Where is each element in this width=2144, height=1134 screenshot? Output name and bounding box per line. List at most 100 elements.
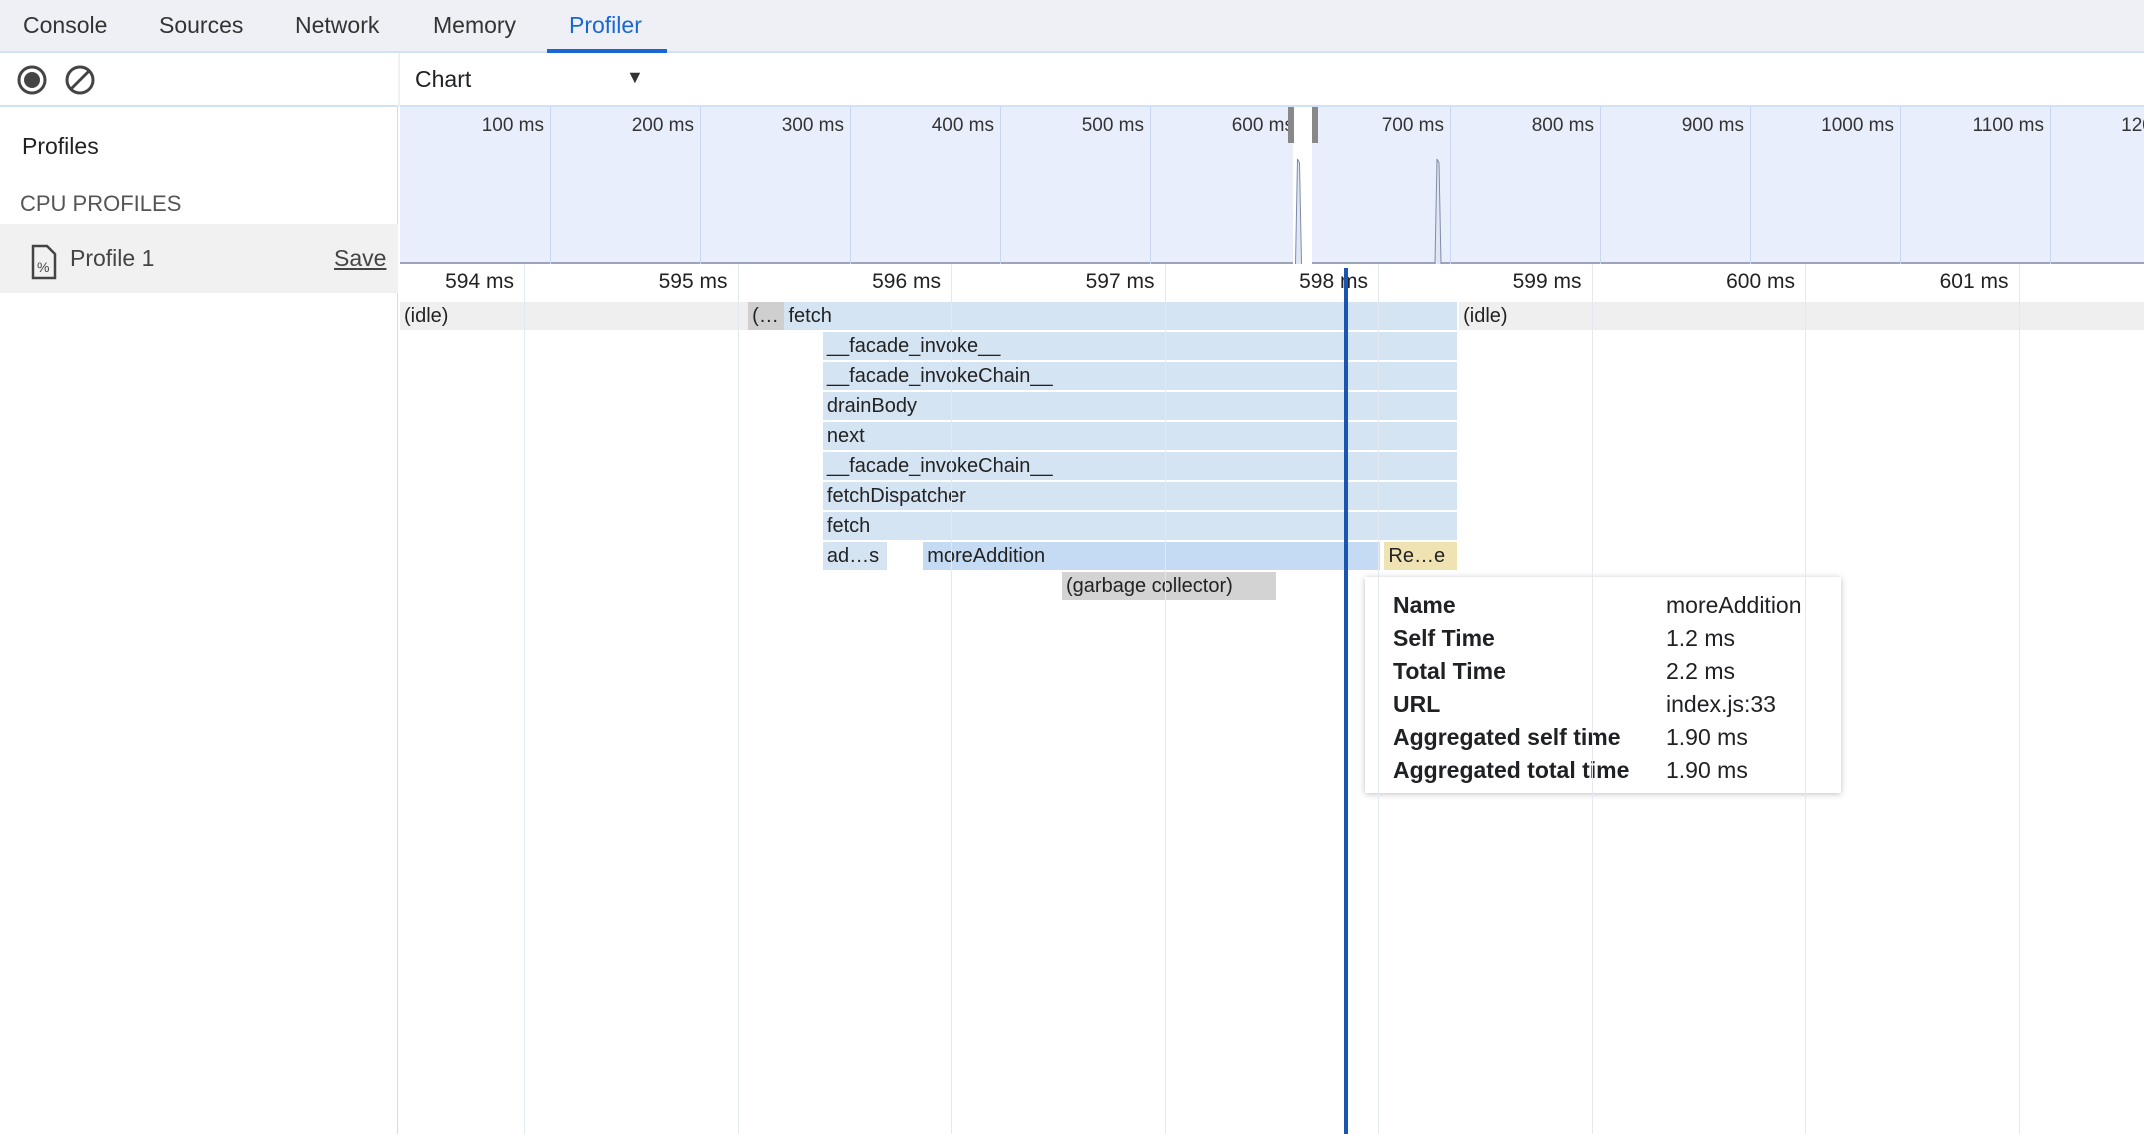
tooltip-row: Aggregated total time 1.90 ms	[1393, 754, 1802, 787]
flame-bar[interactable]: fetch	[784, 302, 1457, 330]
flame-gridline	[951, 264, 952, 1134]
flame-gridline	[1591, 264, 1593, 1134]
flame-bar[interactable]: drainBody	[822, 392, 1457, 420]
devtools-tab-bar: Console Sources Network Memory Profiler	[0, 0, 2144, 53]
tab-sources[interactable]: Sources	[159, 12, 244, 38]
tooltip-value: 1.90 ms	[1666, 757, 1748, 783]
cpu-profile-file-icon: %	[31, 244, 57, 280]
cursor-line	[1343, 268, 1348, 1134]
tooltip-row: URL index.js:33	[1393, 688, 1802, 721]
flame-gridline	[1164, 264, 1166, 1134]
tooltip-key: Name	[1393, 592, 1456, 618]
flame-tick-label: 599 ms	[1512, 270, 1582, 293]
flame-tick-label: 600 ms	[1726, 270, 1795, 293]
tooltip-value: moreAddition	[1666, 592, 1802, 618]
tooltip-value: index.js:33	[1666, 691, 1776, 717]
overview-tick-label: 1000 ms	[1821, 115, 1894, 136]
svg-text:%: %	[37, 259, 49, 275]
overview-gridline	[2050, 107, 2051, 264]
overview-gridline	[550, 107, 551, 264]
view-select-value: Chart	[415, 66, 472, 92]
flame-bar[interactable]: Re…e	[1384, 542, 1457, 570]
flame-tick-label: 594 ms	[445, 270, 514, 293]
flame-bar[interactable]: (garbage collector)	[1062, 572, 1276, 600]
flame-bar[interactable]: moreAddition	[923, 542, 1381, 570]
overview-tick-label: 200 ms	[631, 115, 694, 136]
tooltip-key: URL	[1393, 691, 1441, 717]
tab-profiler[interactable]: Profiler	[569, 12, 642, 38]
overview-gridline	[1450, 107, 1451, 264]
tab-memory[interactable]: Memory	[433, 12, 517, 38]
tooltip-row: Aggregated self time 1.90 ms	[1393, 721, 1802, 754]
overview-gridline	[1600, 107, 1601, 264]
flame-bar[interactable]: fetch	[822, 512, 1457, 540]
flame-tooltip: Name moreAddition Self Time 1.2 ms Total Tim…	[1365, 577, 1841, 793]
tooltip-row: Self Time 1.2 ms	[1393, 622, 1802, 655]
overview-gridline	[850, 107, 851, 264]
tooltip-row: Name moreAddition	[1393, 589, 1802, 622]
flame-bar[interactable]: fetchDispatcher	[822, 482, 1457, 510]
overview-gridline	[1900, 107, 1901, 264]
flame-tick-label: 601 ms	[1939, 270, 2009, 293]
flame-tick-label: 595 ms	[658, 270, 728, 293]
flame-bar[interactable]: (idle)	[400, 302, 749, 330]
timeline-overview[interactable]: 100 ms 200 ms 300 ms 400 ms 500 ms 600 ms 700 …	[400, 107, 2144, 264]
flame-tick-label: 597 ms	[1085, 270, 1155, 293]
overview-tick-label: 100 ms	[481, 115, 544, 136]
flame-bar[interactable]: __facade_invokeChain__	[822, 362, 1457, 390]
flame-bar[interactable]: (idle)	[1459, 302, 2144, 330]
flame-tick-label: 596 ms	[872, 270, 941, 293]
tooltip-key: Aggregated total time	[1393, 757, 1630, 783]
tab-console[interactable]: Console	[23, 12, 108, 38]
tooltip-value: 1.90 ms	[1666, 724, 1748, 750]
toolbar-divider	[398, 53, 400, 107]
overview-tick-label: 1200 ms	[2121, 115, 2144, 136]
tooltip-value: 2.2 ms	[1666, 658, 1736, 684]
profiles-sidebar: Profiles CPU PROFILES % Profile 1 Save	[0, 107, 398, 1134]
flame-tick-label: 598 ms	[1299, 270, 1368, 293]
save-link[interactable]: Save	[334, 245, 387, 271]
flame-bar[interactable]: __facade_invoke__	[822, 332, 1457, 360]
overview-gridline	[1000, 107, 1001, 264]
flame-bar[interactable]: next	[822, 422, 1457, 450]
flame-gridline	[2018, 264, 2020, 1134]
overview-tick-label: 900 ms	[1681, 115, 1744, 136]
record-icon[interactable]	[16, 64, 48, 96]
overview-tick-label: 300 ms	[781, 115, 844, 136]
tooltip-key: Aggregated self time	[1393, 724, 1621, 750]
overview-tick-label: 400 ms	[931, 115, 994, 136]
flame-bar[interactable]: ad…s	[822, 542, 887, 570]
tab-network[interactable]: Network	[295, 12, 380, 38]
tooltip-value: 1.2 ms	[1666, 625, 1736, 651]
tooltip-key: Total Time	[1393, 658, 1506, 684]
flame-gridline	[1805, 264, 1806, 1134]
profile-list-item[interactable]: % Profile 1 Save	[0, 224, 398, 293]
view-select[interactable]: Chart ▼	[400, 53, 670, 105]
flame-gridline	[737, 264, 739, 1134]
selection-handle[interactable]	[1312, 107, 1318, 143]
cpu-activity-spike	[1295, 158, 1302, 264]
tooltip-key: Self Time	[1393, 625, 1495, 651]
tooltip-row: Total Time 2.2 ms	[1393, 655, 1802, 688]
profile-name: Profile 1	[70, 245, 155, 271]
overview-tick-label: 1100 ms	[1972, 115, 2044, 136]
clear-icon[interactable]	[64, 64, 96, 96]
overview-gridline	[700, 107, 701, 264]
cpu-activity-spike	[1434, 158, 1442, 264]
sidebar-heading: Profiles	[22, 133, 99, 159]
selection-handle[interactable]	[1287, 107, 1294, 143]
overview-gridline	[1150, 107, 1151, 264]
profiler-toolbar: Chart ▼	[0, 53, 2144, 107]
flame-gridline	[1378, 264, 1379, 1134]
overview-tick-label: 700 ms	[1381, 115, 1444, 136]
active-tab-indicator	[547, 49, 667, 53]
flame-gridline	[524, 264, 525, 1134]
cpu-profiles-section: CPU PROFILES	[20, 191, 182, 216]
overview-gridline	[1750, 107, 1751, 264]
flame-time-axis: 594 ms 595 ms 596 ms 597 ms 598 ms 599 ms 600 …	[400, 264, 2144, 302]
chevron-down-icon: ▼	[626, 67, 644, 87]
flame-bar[interactable]: __facade_invokeChain__	[822, 452, 1457, 480]
overview-tick-label: 600 ms	[1231, 115, 1294, 136]
overview-tick-label: 800 ms	[1531, 115, 1594, 136]
flame-bar[interactable]: (…	[748, 302, 785, 330]
